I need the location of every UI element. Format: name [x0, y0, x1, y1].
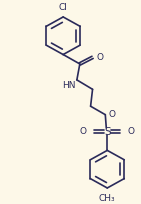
Text: O: O — [80, 127, 87, 136]
Text: O: O — [128, 127, 135, 136]
Text: O: O — [96, 53, 103, 62]
Text: S: S — [104, 127, 111, 137]
Text: Cl: Cl — [59, 3, 68, 12]
Text: CH₃: CH₃ — [99, 194, 116, 203]
Text: HN: HN — [62, 81, 76, 90]
Text: O: O — [108, 110, 115, 119]
